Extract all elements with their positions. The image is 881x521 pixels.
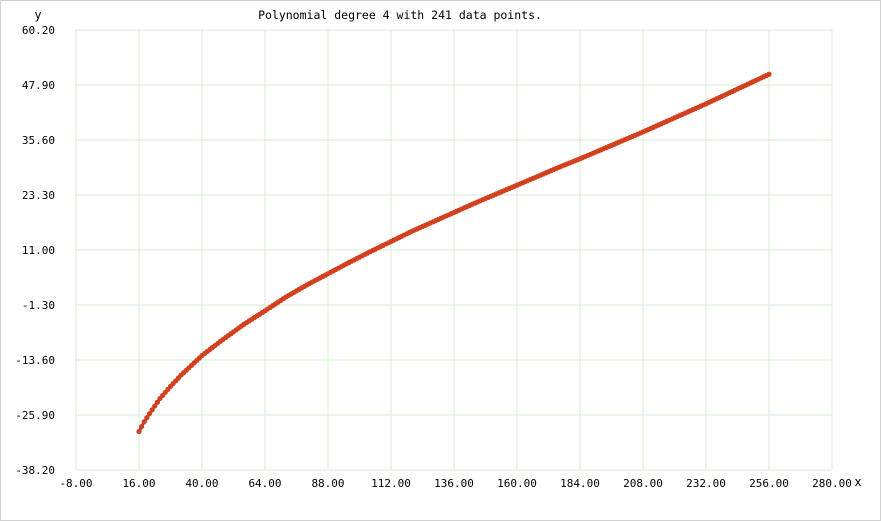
y-tick-label: 11.00 [22, 244, 55, 257]
data-point [136, 428, 142, 435]
x-tick-label: 112.00 [371, 477, 411, 490]
x-tick-label: 256.00 [749, 477, 789, 490]
data-point [152, 403, 158, 409]
data-point [149, 407, 155, 413]
y-tick-label: 35.60 [22, 134, 55, 147]
x-tick-label: 88.00 [311, 477, 344, 490]
data-point [144, 415, 150, 421]
x-tick-label: 40.00 [185, 477, 218, 490]
data-points [136, 71, 772, 435]
y-tick-label: -1.30 [22, 299, 55, 312]
x-tick-label: 136.00 [434, 477, 474, 490]
y-tick-label: -25.90 [15, 409, 55, 422]
chart-title: Polynomial degree 4 with 241 data points… [258, 8, 542, 22]
y-tick-label: -13.60 [15, 354, 55, 367]
y-tick-label: 23.30 [22, 189, 55, 202]
data-point [766, 71, 772, 77]
grid [75, 29, 833, 471]
y-tick-label: -38.20 [15, 464, 55, 477]
y-tick-label: 60.20 [22, 24, 55, 37]
data-point [154, 399, 160, 405]
x-axis-label: x [854, 475, 861, 489]
x-tick-label: 184.00 [560, 477, 600, 490]
x-tick-label: 16.00 [122, 477, 155, 490]
x-tick-labels: -8.00 16.00 40.00 64.00 88.00 112.00 136.00 160… [59, 477, 851, 490]
data-point [146, 411, 153, 417]
data-point [141, 419, 147, 425]
x-tick-label: 208.00 [623, 477, 663, 490]
x-tick-label: 64.00 [248, 477, 281, 490]
x-tick-label: 280.00 [812, 477, 852, 490]
x-tick-label: -8.00 [59, 477, 92, 490]
y-axis-label: y [34, 8, 41, 22]
y-tick-label: 47.90 [22, 79, 55, 92]
x-tick-label: 232.00 [686, 477, 726, 490]
y-tick-labels: 60.20 47.90 35.60 23.30 11.00 -1.30 -13.60 -25.… [15, 24, 55, 477]
data-point [139, 424, 145, 430]
x-tick-label: 160.00 [497, 477, 537, 490]
